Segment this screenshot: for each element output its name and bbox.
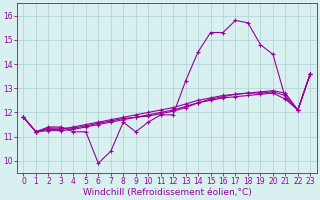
X-axis label: Windchill (Refroidissement éolien,°C): Windchill (Refroidissement éolien,°C) bbox=[83, 188, 251, 197]
